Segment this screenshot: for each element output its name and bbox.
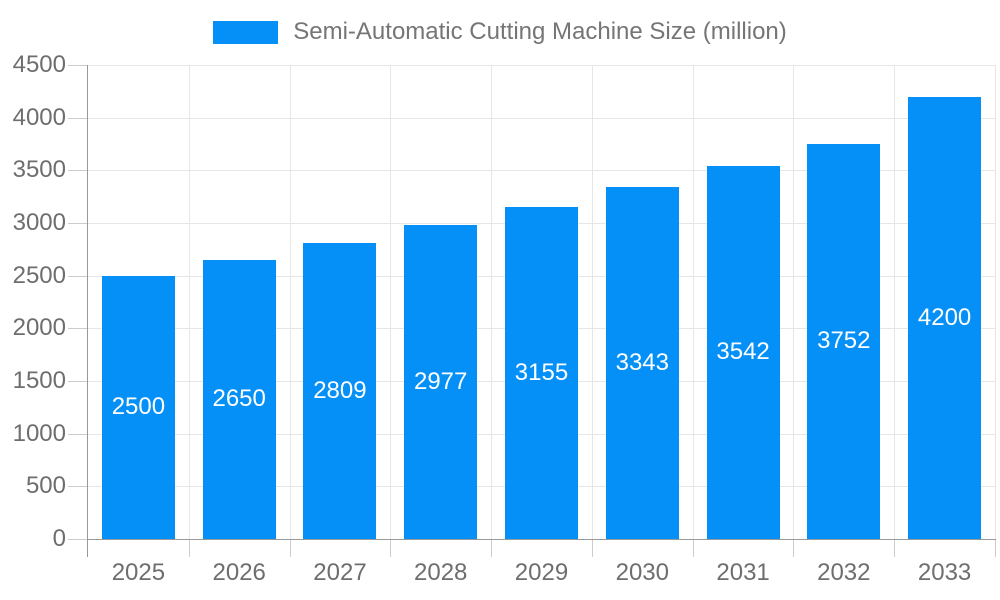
y-axis-tick: [68, 381, 88, 382]
x-axis-label: 2032: [817, 559, 871, 586]
plot-area: 0 500 1000 1500 2000 2500 3000 3500 4000 4500 2500…: [13, 51, 996, 586]
x-axis-tick: [591, 539, 593, 557]
y-axis-label: 500: [25, 472, 66, 500]
bar: 2500: [101, 275, 175, 539]
bar-value-label: 3542: [716, 338, 770, 366]
y-axis-label: 2000: [12, 314, 66, 342]
y-axis-tick: [68, 539, 88, 540]
bar-value-label: 2650: [212, 385, 266, 413]
gridline-vertical: [793, 65, 795, 539]
bar-value-label: 3752: [817, 327, 871, 355]
y-axis-label: 2500: [12, 261, 66, 289]
y-axis-tick: [68, 275, 88, 277]
bar-value-label: 4200: [917, 303, 972, 331]
gridline-vertical: [995, 65, 996, 539]
y-axis-label: 4500: [12, 51, 66, 78]
x-axis-tick: [491, 539, 493, 557]
y-axis-tick: [68, 433, 88, 435]
x-axis-label: 2029: [514, 559, 569, 586]
gridline-horizontal: [88, 170, 995, 172]
x-axis-label: 2031: [716, 559, 770, 586]
gridline-vertical: [188, 65, 190, 539]
y-axis-tick: [68, 170, 88, 172]
x-axis-label: 2033: [917, 559, 972, 586]
gridline-horizontal: [88, 117, 995, 119]
x-axis-tick: [894, 539, 896, 557]
x-axis-tick: [793, 539, 795, 557]
y-axis-label: 1500: [12, 367, 66, 394]
x-axis-tick: [692, 539, 694, 557]
bar-value-label: 3155: [514, 358, 569, 386]
bar: 2809: [303, 243, 377, 539]
gridline-vertical: [491, 65, 493, 539]
gridline-vertical: [591, 65, 593, 539]
x-axis-line: [87, 539, 996, 540]
y-axis-line: [87, 65, 88, 557]
bar: 3752: [807, 143, 881, 539]
legend-swatch: [213, 20, 279, 44]
y-axis-tick: [68, 328, 88, 330]
x-axis-label: 2026: [212, 559, 266, 586]
bar-value-label: 3343: [615, 348, 669, 376]
bar: 3343: [605, 186, 679, 539]
x-axis-tick: [289, 539, 291, 557]
y-axis-tick: [68, 65, 88, 66]
gridline-vertical: [289, 65, 291, 539]
bar-value-label: 2977: [413, 368, 468, 396]
x-axis-tick: [390, 539, 392, 557]
gridline-vertical: [692, 65, 694, 539]
bar-value-label: 2809: [313, 377, 367, 405]
y-axis-label: 4000: [12, 103, 66, 131]
legend-label: Semi-Automatic Cutting Machine Size (mil…: [293, 18, 787, 45]
gridline-vertical: [894, 65, 896, 539]
bar: 3155: [505, 206, 578, 539]
y-axis-tick: [68, 223, 88, 224]
y-axis-tick: [68, 117, 88, 119]
bar: 3542: [706, 165, 780, 539]
gridline-vertical: [390, 65, 392, 539]
y-axis-label: 3000: [12, 209, 66, 236]
x-axis-label: 2025: [111, 559, 166, 586]
gridline-horizontal: [88, 65, 995, 66]
y-axis-tick: [68, 486, 88, 488]
x-axis-tick: [995, 539, 996, 557]
bar: 2650: [202, 259, 276, 539]
y-axis-label: 0: [52, 525, 66, 552]
x-axis-label: 2028: [414, 559, 468, 586]
x-axis-label: 2027: [313, 559, 367, 586]
y-axis-label: 1000: [12, 419, 66, 447]
x-axis-label: 2030: [615, 559, 669, 586]
y-axis-label: 3500: [12, 156, 66, 184]
legend-item[interactable]: Semi-Automatic Cutting Machine Size (mil…: [0, 17, 1000, 47]
bar-value-label: 2500: [111, 393, 166, 421]
bar: 4200: [908, 96, 982, 539]
x-axis-tick: [188, 539, 190, 557]
bar: 2977: [404, 225, 478, 539]
